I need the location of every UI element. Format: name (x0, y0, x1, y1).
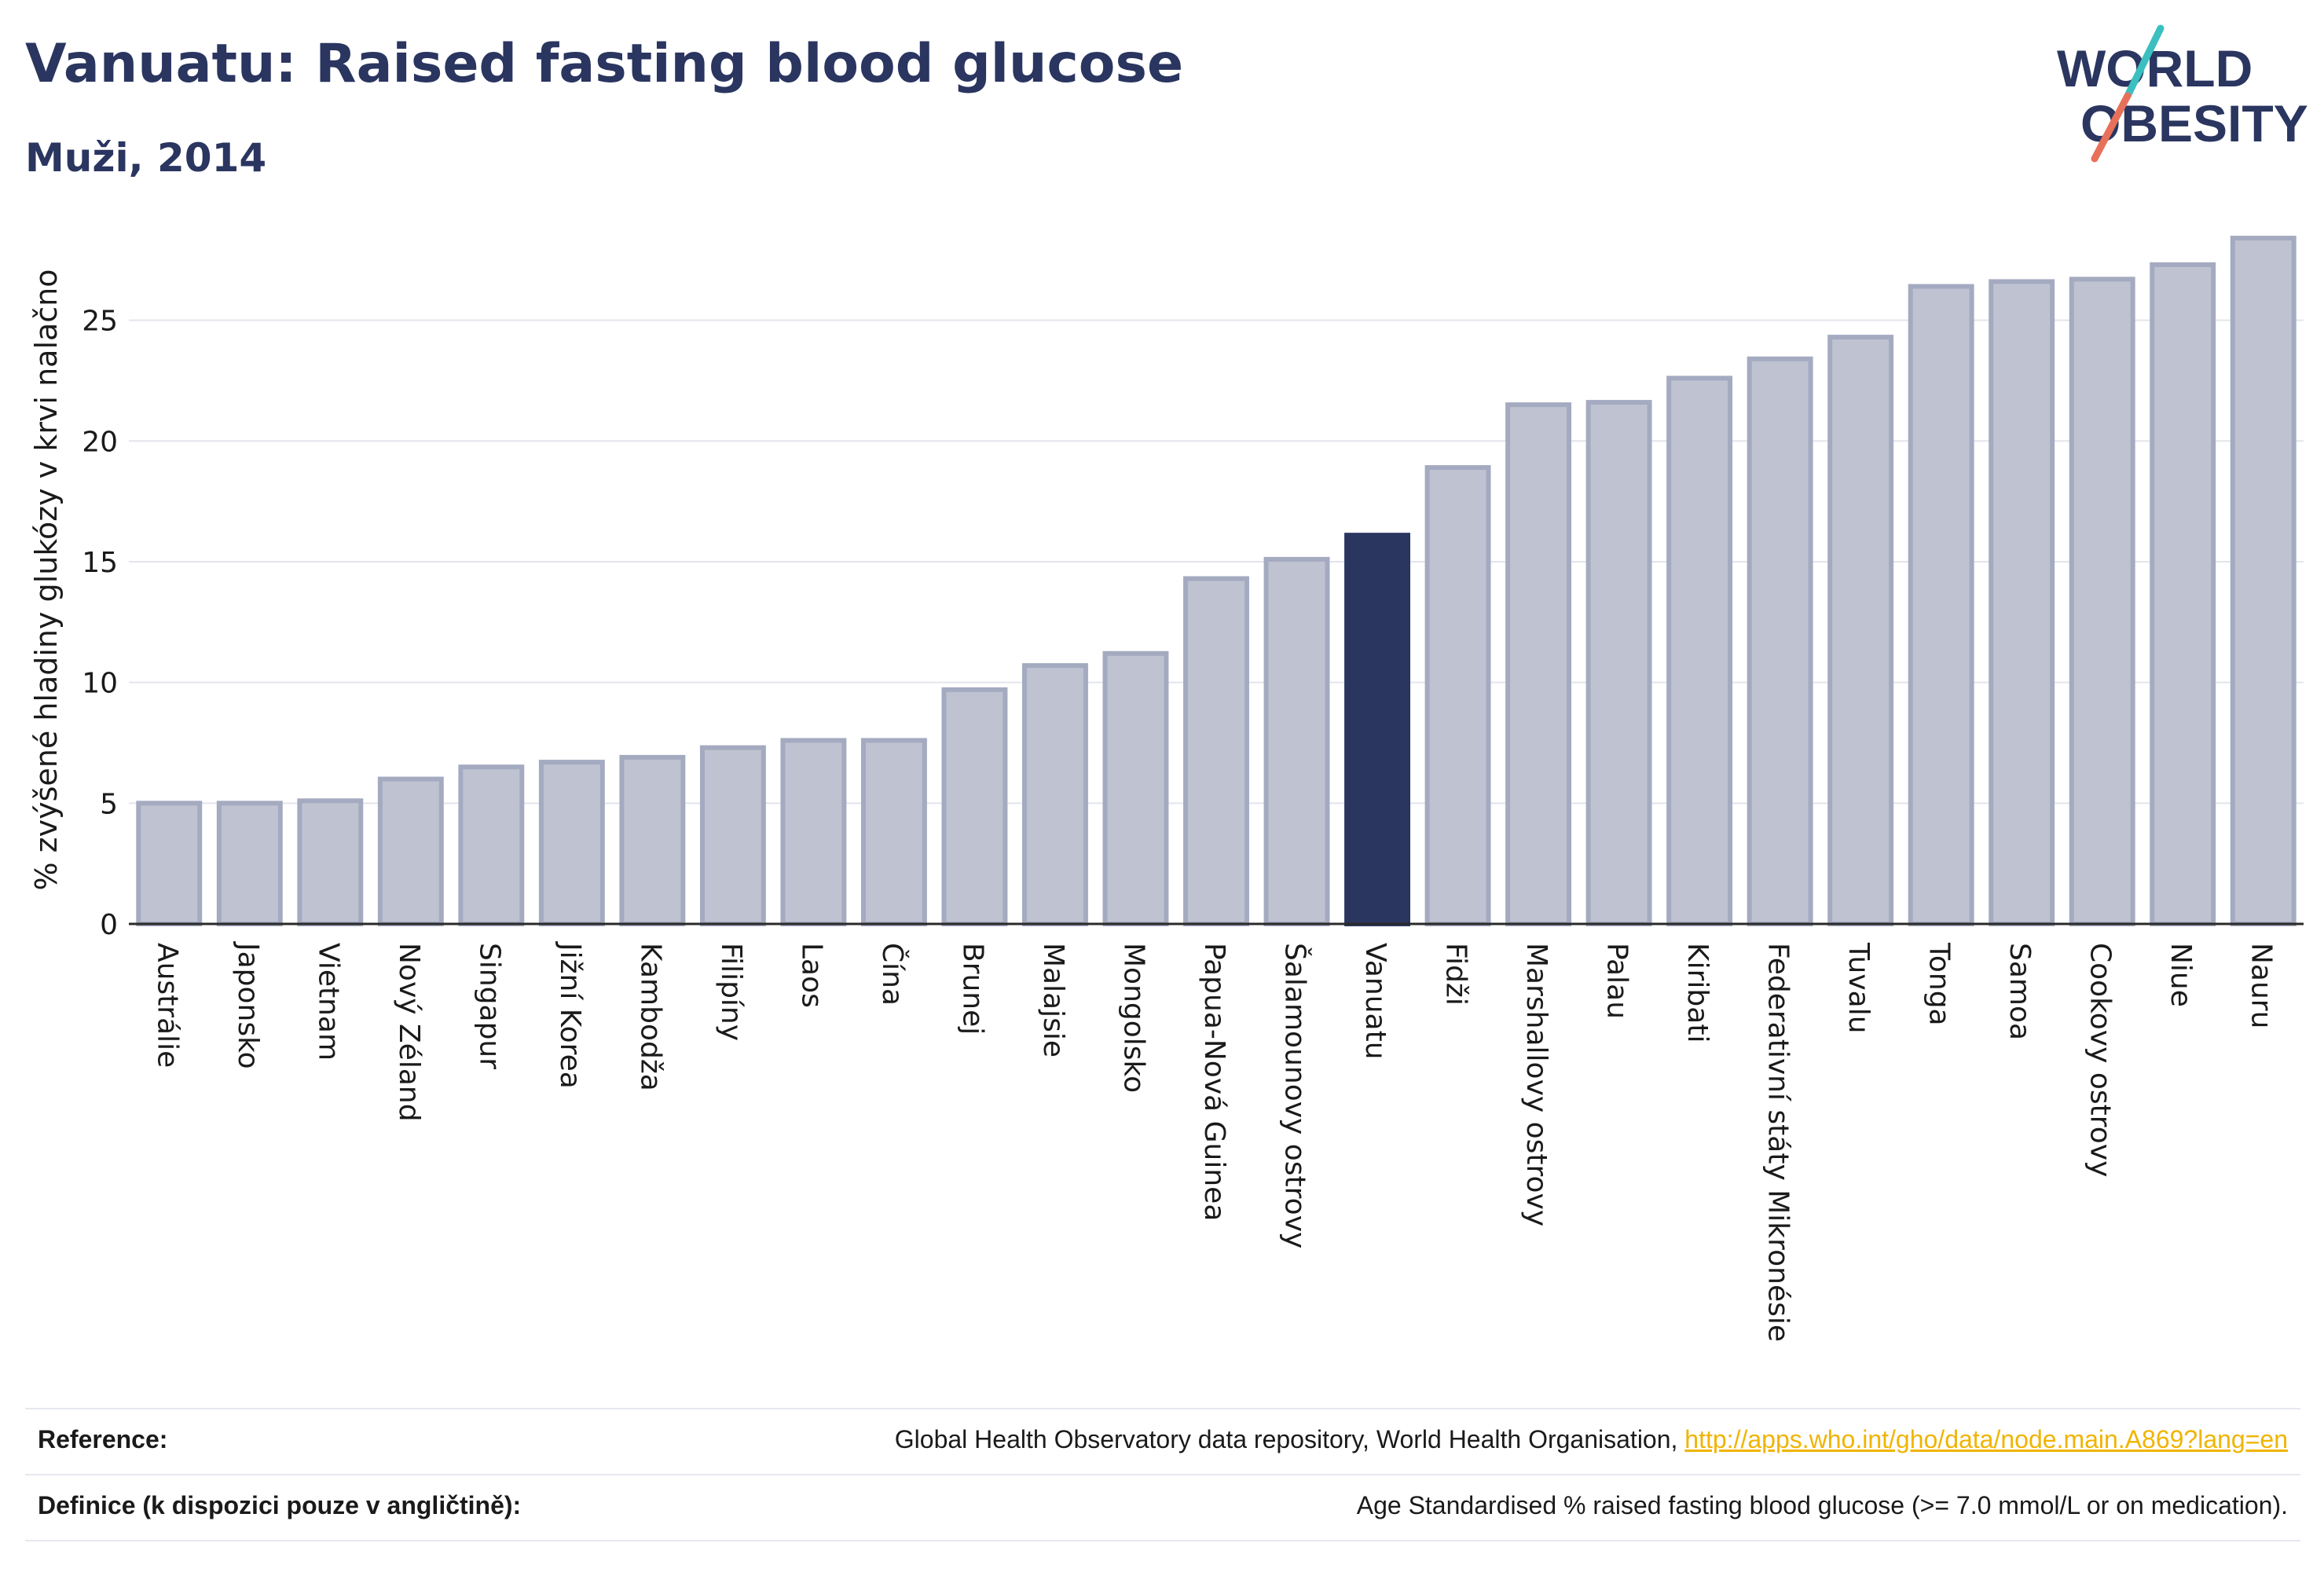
x-tick-label: Tuvalu (1842, 942, 1875, 1034)
y-axis-label: % zvýšené hladiny glukózy v krvi nalačno (29, 269, 64, 890)
logo-slash-teal (2124, 24, 2165, 100)
bar-6 (619, 754, 686, 926)
bar-20 (1747, 356, 1813, 927)
y-tick-label: 5 (100, 788, 118, 820)
x-tick-label: Jižní Korea (554, 941, 586, 1089)
bar-18 (1585, 400, 1652, 926)
bar-7 (699, 745, 766, 926)
bar-17 (1505, 402, 1572, 926)
reference-value: Global Health Observatory data repositor… (895, 1425, 2288, 1454)
bar-14 (1263, 556, 1330, 926)
x-tick-label: Filipíny (715, 943, 747, 1041)
definition-label: Definice (k dispozici pouze v angličtině… (38, 1491, 522, 1519)
x-tick-label: Mongolsko (1117, 943, 1149, 1093)
bars (136, 236, 2297, 927)
definition-row: Definice (k dispozici pouze v angličtině… (25, 1474, 2300, 1541)
chart-subtitle: Muži, 2014 (25, 135, 267, 181)
bar-15 (1344, 533, 1410, 926)
x-tick-label: Čína (876, 943, 909, 1006)
bar-23 (1989, 279, 2055, 926)
x-tick-label: Nový Zéland (393, 943, 425, 1122)
bar-1 (216, 801, 283, 926)
bar-25 (2150, 262, 2216, 926)
x-tick-label: Kiribati (1681, 943, 1714, 1043)
x-tick-label: Kambodža (634, 943, 666, 1091)
reference-text: Global Health Observatory data repositor… (894, 1425, 1685, 1453)
x-tick-label: Marshallovy ostrovy (1520, 943, 1552, 1226)
x-tick-label: Singapur (473, 943, 505, 1069)
x-tick-label: Federativní státy Mikronésie (1762, 943, 1794, 1342)
bar-19 (1666, 376, 1733, 927)
bar-11 (1022, 663, 1088, 926)
x-tick-label: Niue (2165, 943, 2197, 1007)
logo-slash-coral (2091, 92, 2132, 163)
bar-10 (941, 687, 1008, 927)
bar-5 (538, 760, 605, 927)
chart-title: Vanuatu: Raised fasting blood glucose (25, 33, 1184, 95)
x-tick-label: Austrálie (151, 943, 183, 1068)
x-tick-label: Samoa (2003, 943, 2036, 1040)
x-tick-label: Brunej (956, 943, 988, 1035)
bar-21 (1827, 335, 1894, 926)
y-tick-label: 10 (82, 668, 118, 700)
bar-22 (1908, 284, 1974, 926)
reference-label: Reference: (38, 1425, 168, 1453)
bar-26 (2230, 236, 2297, 926)
bar-16 (1424, 465, 1491, 926)
y-axis-ticks: 0 5 10 15 20 25 (82, 306, 118, 941)
bar-9 (860, 738, 927, 927)
logo-line2: OBESITY (2080, 94, 2308, 152)
bar-3 (377, 776, 444, 926)
x-tick-label: Fidži (1440, 943, 1472, 1006)
bar-0 (136, 801, 203, 926)
x-tick-label: Tonga (1923, 942, 1956, 1026)
x-tick-label: Cookovy ostrovy (2084, 943, 2117, 1177)
reference-table: Reference: Global Health Observatory dat… (25, 1408, 2300, 1541)
x-tick-label: Šalamounovy ostrovy (1279, 943, 1312, 1248)
y-tick-label: 15 (82, 547, 118, 579)
x-tick-label: Japonsko (232, 941, 264, 1069)
reference-row: Reference: Global Health Observatory dat… (25, 1408, 2300, 1474)
reference-link[interactable]: http://apps.who.int/gho/data/node.main.A… (1684, 1425, 2288, 1453)
x-tick-label: Palau (1601, 943, 1633, 1019)
bar-12 (1102, 651, 1169, 926)
x-tick-label: Malajsie (1037, 943, 1069, 1057)
bar-chart: 0 5 10 15 20 25 Austrálie Japonsko Vietnam Nový … (29, 236, 2304, 1342)
logo-line1: WORLD (2057, 39, 2253, 97)
bar-2 (297, 798, 364, 927)
bar-8 (780, 738, 847, 927)
y-tick-label: 25 (82, 306, 118, 338)
x-tick-label: Papua-Nová Guinea (1198, 943, 1230, 1221)
y-tick-label: 20 (82, 426, 118, 458)
x-tick-label: Nauru (2245, 943, 2278, 1028)
bar-24 (2069, 277, 2135, 927)
world-obesity-logo: WORLD OBESITY (2057, 24, 2308, 163)
definition-value: Age Standardised % raised fasting blood … (1356, 1491, 2288, 1519)
x-tick-label: Vanuatu (1359, 943, 1391, 1060)
x-tick-label: Laos (795, 943, 827, 1008)
bar-4 (458, 764, 525, 926)
x-axis-labels: Austrálie Japonsko Vietnam Nový Zéland Singa… (151, 941, 2277, 1342)
bar-13 (1183, 576, 1249, 926)
x-tick-label: Vietnam (312, 943, 344, 1061)
y-tick-label: 0 (100, 909, 118, 941)
